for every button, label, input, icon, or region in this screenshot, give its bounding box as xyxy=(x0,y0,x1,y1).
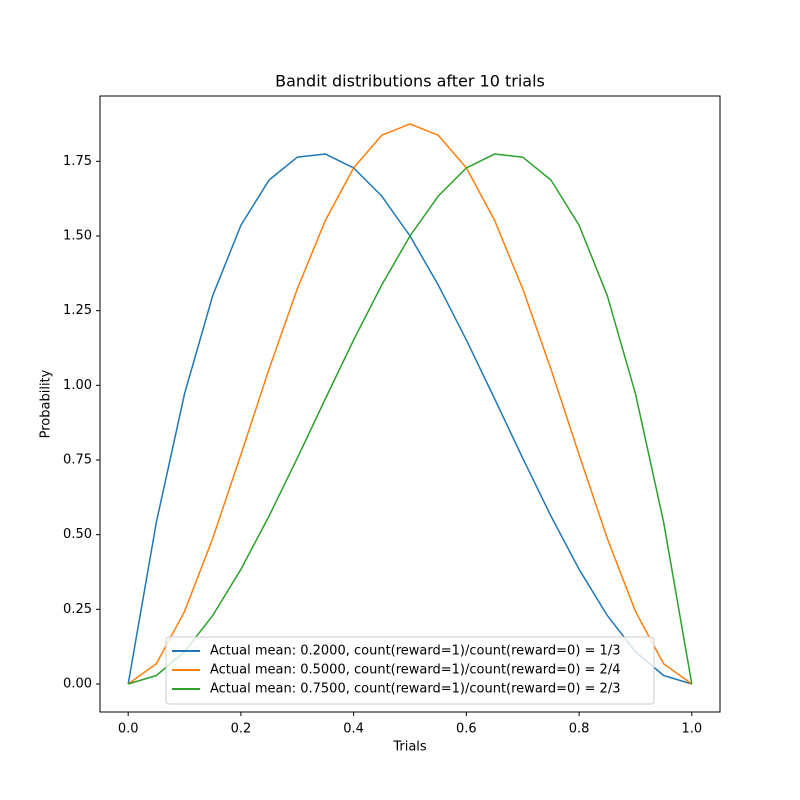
chart-title: Bandit distributions after 10 trials xyxy=(275,72,545,91)
y-tick-label: 1.25 xyxy=(63,303,92,318)
x-tick-label: 1.0 xyxy=(681,722,702,737)
y-tick-label: 0.50 xyxy=(63,527,92,542)
legend-label: Actual mean: 0.2000, count(reward=1)/cou… xyxy=(210,644,620,659)
x-tick-label: 0.6 xyxy=(456,722,477,737)
legend-box xyxy=(165,636,655,705)
y-axis-label: Probability xyxy=(39,369,54,438)
x-tick-label: 0.2 xyxy=(231,722,252,737)
series-line xyxy=(127,123,693,685)
series-line xyxy=(127,153,693,685)
x-axis-label: Trials xyxy=(392,740,427,755)
y-tick-label: 0.75 xyxy=(63,453,92,468)
x-tick-label: 0.0 xyxy=(118,722,139,737)
y-tick-label: 0.25 xyxy=(63,602,92,617)
y-tick-label: 0.00 xyxy=(63,677,92,692)
y-tick-label: 1.50 xyxy=(63,229,92,244)
x-tick-label: 0.4 xyxy=(343,722,364,737)
plot-frame xyxy=(99,95,721,713)
y-tick-label: 1.00 xyxy=(63,378,92,393)
x-tick-label: 0.8 xyxy=(569,722,590,737)
y-tick-label: 1.75 xyxy=(63,154,92,169)
legend-label: Actual mean: 0.5000, count(reward=1)/cou… xyxy=(210,663,620,678)
legend-label: Actual mean: 0.7500, count(reward=1)/cou… xyxy=(210,682,620,697)
